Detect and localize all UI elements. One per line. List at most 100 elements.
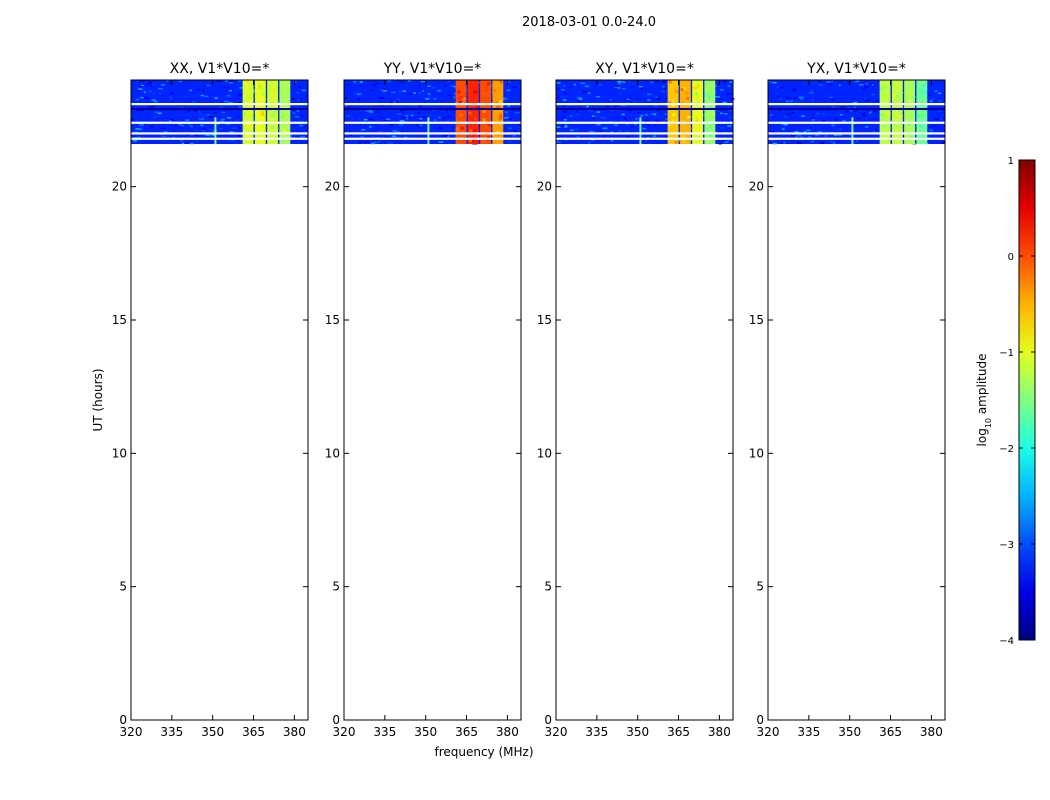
noise-pixel bbox=[783, 141, 786, 144]
noise-pixel bbox=[610, 131, 615, 133]
noise-pixel bbox=[869, 112, 872, 114]
noise-pixel bbox=[211, 134, 216, 136]
noise-pixel bbox=[832, 142, 836, 145]
axes-frame bbox=[767, 79, 946, 721]
block-pixel bbox=[483, 92, 487, 96]
noise-pixel bbox=[603, 135, 606, 138]
block-pixel bbox=[911, 96, 915, 100]
block-pixel bbox=[261, 113, 265, 117]
flagged-row bbox=[344, 103, 521, 106]
noise-pixel bbox=[433, 98, 438, 100]
noise-pixel bbox=[202, 111, 206, 113]
noise-pixel bbox=[376, 82, 379, 84]
noise-pixel bbox=[169, 97, 173, 99]
noise-pixel bbox=[373, 140, 379, 142]
noise-pixel bbox=[930, 98, 936, 100]
flagged-row bbox=[131, 132, 308, 135]
noise-pixel bbox=[621, 87, 626, 89]
noise-pixel bbox=[147, 106, 153, 109]
noise-pixel bbox=[189, 142, 194, 145]
noise-pixel bbox=[139, 96, 144, 99]
noise-pixel bbox=[373, 141, 377, 143]
noise-pixel bbox=[201, 117, 205, 119]
y-axis-label: UT (hours) bbox=[91, 368, 105, 431]
noise-pixel bbox=[301, 126, 307, 129]
noise-pixel bbox=[189, 89, 193, 92]
noise-pixel bbox=[700, 114, 706, 116]
noise-pixel bbox=[359, 81, 363, 83]
y-tick-label: 10 bbox=[537, 446, 552, 460]
noise-pixel bbox=[725, 140, 729, 143]
noise-pixel bbox=[811, 119, 816, 121]
x-tick-label: 335 bbox=[797, 725, 820, 739]
noise-pixel bbox=[277, 134, 281, 137]
noise-pixel bbox=[721, 140, 726, 142]
block-pixel bbox=[668, 101, 672, 105]
noise-pixel bbox=[216, 140, 222, 142]
block-pixel bbox=[457, 86, 461, 90]
noise-pixel bbox=[168, 82, 173, 84]
noise-pixel bbox=[814, 82, 819, 85]
noise-pixel bbox=[933, 128, 937, 131]
noise-pixel bbox=[504, 111, 509, 113]
noise-pixel bbox=[183, 95, 188, 98]
noise-pixel bbox=[652, 135, 657, 137]
noise-pixel bbox=[864, 97, 867, 99]
noise-pixel bbox=[369, 126, 373, 128]
noise-pixel bbox=[191, 92, 196, 95]
noise-pixel bbox=[606, 105, 609, 108]
noise-pixel bbox=[443, 135, 449, 137]
noise-pixel bbox=[161, 127, 166, 130]
noise-pixel bbox=[665, 118, 669, 120]
block-pixel bbox=[281, 139, 285, 143]
block-pixel bbox=[708, 125, 712, 129]
noise-pixel bbox=[561, 124, 565, 127]
noise-pixel bbox=[381, 89, 384, 92]
channel-block bbox=[879, 80, 891, 144]
noise-pixel bbox=[344, 97, 349, 100]
noise-pixel bbox=[358, 110, 362, 112]
noise-pixel bbox=[477, 113, 483, 115]
block-pixel bbox=[259, 128, 263, 132]
block-pixel bbox=[258, 83, 262, 87]
y-tick-label: 5 bbox=[332, 580, 340, 594]
block-pixel bbox=[884, 113, 888, 117]
noise-pixel bbox=[563, 92, 567, 94]
noise-pixel bbox=[418, 124, 424, 127]
noise-pixel bbox=[408, 116, 412, 118]
noise-pixel bbox=[841, 119, 846, 122]
noise-pixel bbox=[856, 86, 860, 89]
noise-pixel bbox=[556, 126, 561, 128]
noise-pixel bbox=[574, 128, 578, 130]
noise-pixel bbox=[234, 120, 239, 122]
noise-pixel bbox=[375, 111, 380, 114]
block-pixel bbox=[260, 111, 264, 115]
noise-pixel bbox=[811, 139, 816, 141]
noise-pixel bbox=[436, 89, 441, 92]
noise-pixel bbox=[422, 90, 425, 92]
block-pixel bbox=[257, 112, 261, 116]
noise-pixel bbox=[834, 118, 839, 121]
noise-pixel bbox=[187, 110, 191, 112]
noise-pixel bbox=[418, 84, 421, 87]
channel-block bbox=[904, 80, 916, 144]
noise-pixel bbox=[722, 101, 727, 104]
noise-pixel bbox=[934, 118, 940, 120]
block-pixel bbox=[706, 135, 710, 139]
noise-pixel bbox=[663, 120, 669, 122]
noise-pixel bbox=[238, 105, 244, 108]
noise-pixel bbox=[779, 97, 783, 100]
noise-pixel bbox=[361, 129, 366, 131]
noise-pixel bbox=[368, 118, 374, 121]
noise-pixel bbox=[136, 89, 141, 92]
block-pixel bbox=[705, 84, 709, 88]
noise-pixel bbox=[352, 92, 357, 94]
panel-3: XY, V1*V10=* 320 335 350 365 380 0 5 10 15 20 bbox=[537, 61, 735, 739]
block-pixel bbox=[896, 124, 900, 128]
noise-pixel bbox=[719, 131, 724, 133]
noise-pixel bbox=[383, 119, 388, 122]
y-tick-label: 15 bbox=[749, 313, 764, 327]
noise-pixel bbox=[941, 142, 946, 144]
noise-pixel bbox=[796, 142, 802, 144]
block-pixel bbox=[482, 140, 486, 144]
